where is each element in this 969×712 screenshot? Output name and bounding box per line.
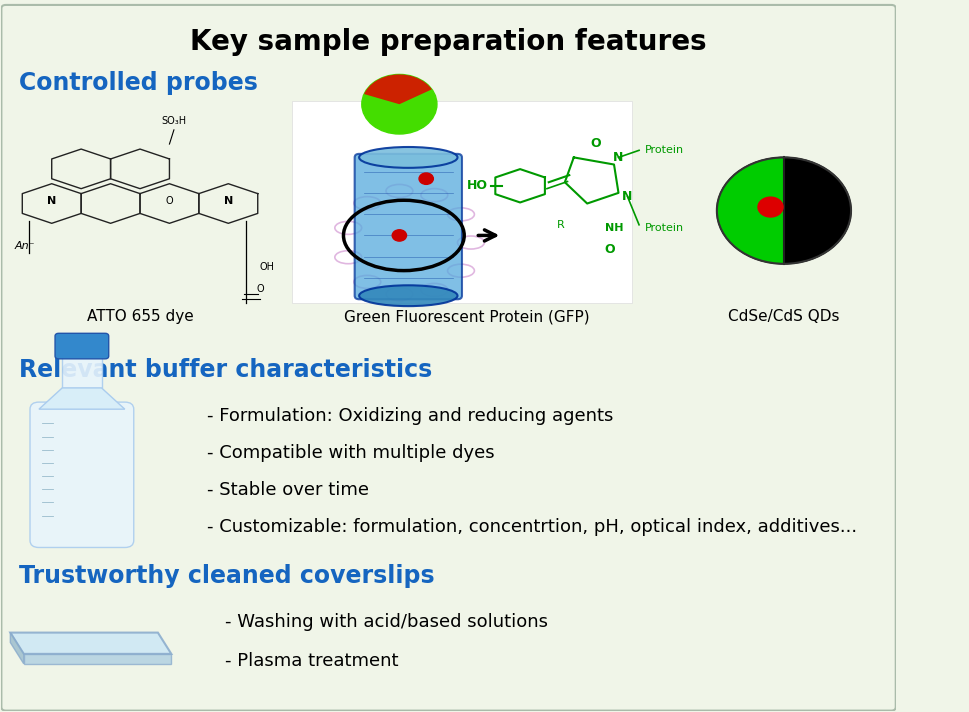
Polygon shape <box>24 654 172 664</box>
Wedge shape <box>717 157 784 264</box>
Circle shape <box>419 173 433 184</box>
Wedge shape <box>364 75 432 104</box>
Text: R: R <box>556 220 564 230</box>
Text: - Formulation: Oxidizing and reducing agents: - Formulation: Oxidizing and reducing ag… <box>207 407 613 425</box>
Circle shape <box>361 75 437 134</box>
Text: SO₃H: SO₃H <box>162 116 186 126</box>
Text: - Customizable: formulation, concentrtion, pH, optical index, additives...: - Customizable: formulation, concentrtio… <box>207 518 858 536</box>
Text: N: N <box>47 197 56 206</box>
FancyBboxPatch shape <box>62 352 102 388</box>
FancyBboxPatch shape <box>355 154 462 299</box>
Text: N: N <box>622 190 633 203</box>
Text: Protein: Protein <box>645 224 684 234</box>
Ellipse shape <box>359 286 457 306</box>
Text: - Plasma treatment: - Plasma treatment <box>225 652 398 670</box>
Text: - Compatible with multiple dyes: - Compatible with multiple dyes <box>207 444 495 462</box>
FancyBboxPatch shape <box>1 5 895 711</box>
Text: Green Fluorescent Protein (GFP): Green Fluorescent Protein (GFP) <box>344 310 589 325</box>
Text: NH: NH <box>605 224 623 234</box>
Circle shape <box>758 197 783 217</box>
Text: O: O <box>591 137 602 150</box>
Polygon shape <box>39 388 125 409</box>
Text: OH: OH <box>260 262 274 273</box>
Circle shape <box>392 230 407 241</box>
Text: Controlled probes: Controlled probes <box>19 71 258 95</box>
FancyBboxPatch shape <box>292 100 632 303</box>
FancyBboxPatch shape <box>55 333 109 359</box>
Text: ATTO 655 dye: ATTO 655 dye <box>86 310 194 325</box>
Text: - Stable over time: - Stable over time <box>207 481 369 499</box>
Polygon shape <box>11 632 24 664</box>
Text: - Washing with acid/based solutions: - Washing with acid/based solutions <box>225 613 548 631</box>
Text: Trustworthy cleaned coverslips: Trustworthy cleaned coverslips <box>19 564 435 588</box>
Text: Key sample preparation features: Key sample preparation features <box>190 28 706 56</box>
Text: O: O <box>257 283 265 293</box>
Text: N: N <box>613 151 624 164</box>
FancyBboxPatch shape <box>30 402 134 548</box>
Ellipse shape <box>359 147 457 168</box>
Text: An⁻: An⁻ <box>15 241 35 251</box>
Text: O: O <box>166 197 173 206</box>
Text: N: N <box>224 197 233 206</box>
Circle shape <box>717 157 851 264</box>
Text: CdSe/CdS QDs: CdSe/CdS QDs <box>728 310 840 325</box>
Text: O: O <box>605 243 615 256</box>
Text: Relevant buffer characteristics: Relevant buffer characteristics <box>19 358 432 382</box>
Text: Protein: Protein <box>645 145 684 155</box>
Text: HO: HO <box>467 179 487 192</box>
Polygon shape <box>11 632 172 654</box>
